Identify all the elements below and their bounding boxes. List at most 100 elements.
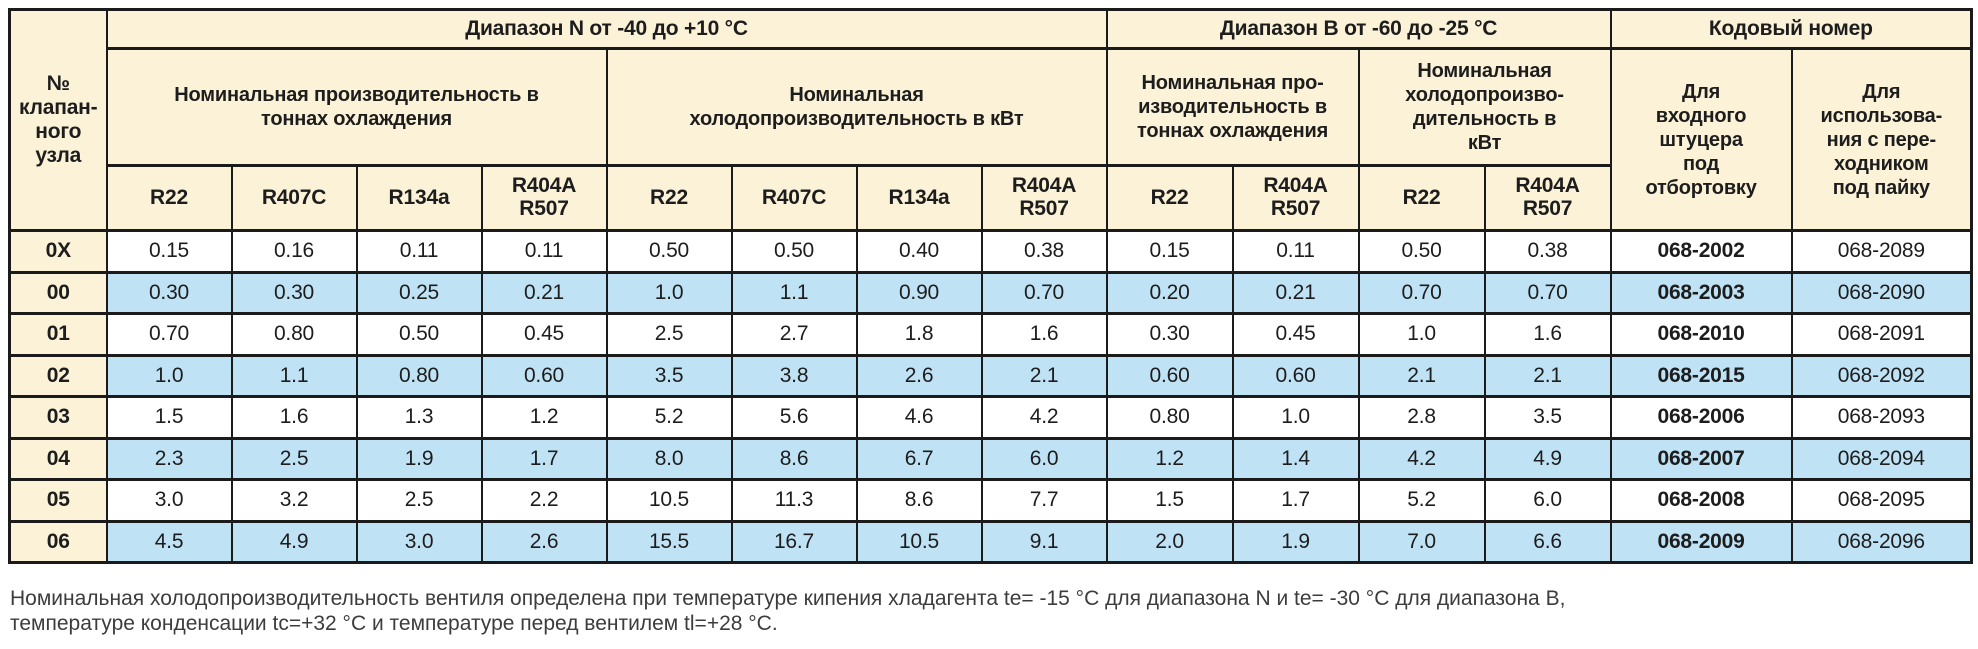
capacity-cell: 6.0 [1483,478,1612,523]
capacity-cell: 0.21 [480,270,608,315]
footnote-line-2: температуре конденсации tc=+32 °C и темп… [10,612,778,635]
code-flare-cell: 068-2015 [1609,353,1793,398]
capacity-cell: 0.70 [1357,270,1486,315]
capacity-cell: 2.1 [1357,353,1486,398]
code-solder-cell: 068-2095 [1790,478,1973,523]
capacity-cell: 0.15 [1105,229,1234,274]
capacity-cell: 0.70 [980,270,1108,315]
capacity-cell: 1.3 [355,395,483,440]
capacity-cell: 0.15 [105,229,233,274]
code-solder-cell: 068-2093 [1790,395,1973,440]
capacity-cell: 15.5 [605,519,733,564]
capacity-cell: 1.5 [1105,478,1234,523]
capacity-cell: 3.0 [355,519,483,564]
valve-number-cell: 01 [8,312,108,357]
capacity-cell: 0.16 [230,229,358,274]
capacity-cell: 16.7 [730,519,858,564]
capacity-cell: 6.7 [855,436,983,481]
capacity-cell: 2.1 [1483,353,1612,398]
header-row-groups: Номинальная производительность в тоннах … [10,47,1973,232]
capacity-cell: 1.8 [855,312,983,357]
capacity-cell: 0.11 [355,229,483,274]
code-solder-cell: 068-2094 [1790,436,1973,481]
code-solder-cell: 068-2096 [1790,519,1973,564]
code-flare-cell: 068-2003 [1609,270,1793,315]
table-row: 06 4.5 4.9 3.0 2.6 15.5 16.7 10.5 9.1 2.0 1.9 7.0 6.… [8,519,1973,564]
table-row: 01 0.70 0.80 0.50 0.45 2.5 2.7 1.8 1.6 0.30 0.45 1.… [8,312,1973,357]
valve-number-cell: 0X [8,229,108,274]
header-row-refrigerants: R22 R407C R134a R404A R507 R22 R407C R13… [10,164,1972,232]
capacity-cell: 1.0 [105,353,233,398]
capacity-cell: 11.3 [730,478,858,523]
section-header-range-b: Диапазон В от -60 до -25 °C [1105,8,1612,50]
capacity-cell: 4.5 [105,519,233,564]
capacity-cell: 0.30 [1105,312,1234,357]
capacity-cell: 0.70 [105,312,233,357]
group-header-b-kw: Номинальная холодопроизво- дительность в… [1357,47,1612,167]
capacity-cell: 0.90 [855,270,983,315]
capacity-cell: 0.38 [980,229,1108,274]
header-row-sections: № клапан- ного узла Диапазон N от -40 до… [8,8,1973,232]
valve-number-cell: 06 [8,519,108,564]
capacity-cell: 0.38 [1483,229,1612,274]
capacity-cell: 3.0 [105,478,233,523]
table-body: 0X 0.15 0.16 0.11 0.11 0.50 0.50 0.40 0.38 0.15 0.… [8,229,1973,564]
capacity-cell: 4.9 [230,519,358,564]
capacity-cell: 7.0 [1357,519,1486,564]
code-flare-cell: 068-2008 [1609,478,1793,523]
valve-number-cell: 00 [8,270,108,315]
table-header: № клапан- ного узла Диапазон N от -40 до… [8,8,1973,232]
group-header-n-kw: Номинальная холодопроизводительность в к… [605,47,1108,167]
refrigerant-header: R404A R507 [980,164,1108,232]
valve-number-cell: 05 [8,478,108,523]
capacity-cell: 0.60 [480,353,608,398]
capacity-cell: 4.6 [855,395,983,440]
capacity-cell: 2.8 [1357,395,1486,440]
code-flare-cell: 068-2006 [1609,395,1793,440]
refrigerant-header: R22 [105,164,233,232]
capacity-cell: 5.2 [605,395,733,440]
capacity-cell: 2.6 [480,519,608,564]
valve-number-cell: 03 [8,395,108,440]
capacity-cell: 8.6 [855,478,983,523]
capacity-cell: 4.9 [1483,436,1612,481]
refrigerant-header: R407C [730,164,858,232]
capacity-cell: 0.70 [1483,270,1612,315]
code-flare-cell: 068-2009 [1609,519,1793,564]
refrigerant-header: R404A R507 [1483,164,1612,232]
capacity-cell: 1.7 [480,436,608,481]
capacity-cell: 0.80 [1105,395,1234,440]
group-header-code-solder: Для использова- ния с пере- ходником под… [1790,47,1973,232]
refrigerant-header: R404A R507 [480,164,608,232]
capacity-cell: 2.6 [855,353,983,398]
capacity-cell: 10.5 [855,519,983,564]
footnote-line-1: Номинальная холодопроизводительность вен… [10,587,1566,610]
capacity-cell: 0.50 [355,312,483,357]
valve-number-cell: 02 [8,353,108,398]
capacity-cell: 5.2 [1357,478,1486,523]
code-solder-cell: 068-2092 [1790,353,1973,398]
table-row: 04 2.3 2.5 1.9 1.7 8.0 8.6 6.7 6.0 1.2 1.4 4.2 4.9 06… [8,436,1973,481]
capacity-cell: 1.6 [980,312,1108,357]
capacity-cell: 0.45 [480,312,608,357]
refrigerant-header: R22 [605,164,733,232]
group-header-b-tons: Номинальная про- изводительность в тонна… [1105,47,1360,167]
capacity-cell: 1.7 [1231,478,1360,523]
capacity-cell: 1.1 [230,353,358,398]
capacity-cell: 10.5 [605,478,733,523]
refrigerant-header: R407C [230,164,358,232]
capacity-cell: 1.0 [1357,312,1486,357]
capacity-cell: 2.5 [230,436,358,481]
refrigerant-header: R22 [1357,164,1486,232]
capacity-cell: 5.6 [730,395,858,440]
capacity-cell: 1.0 [1231,395,1360,440]
refrigerant-header: R134a [855,164,983,232]
code-flare-cell: 068-2002 [1609,229,1793,274]
capacity-cell: 3.5 [1483,395,1612,440]
table-row: 0X 0.15 0.16 0.11 0.11 0.50 0.50 0.40 0.38 0.15 0.… [8,229,1973,274]
capacity-cell: 0.50 [605,229,733,274]
code-solder-cell: 068-2089 [1790,229,1973,274]
capacity-cell: 9.1 [980,519,1108,564]
capacity-cell: 0.50 [730,229,858,274]
